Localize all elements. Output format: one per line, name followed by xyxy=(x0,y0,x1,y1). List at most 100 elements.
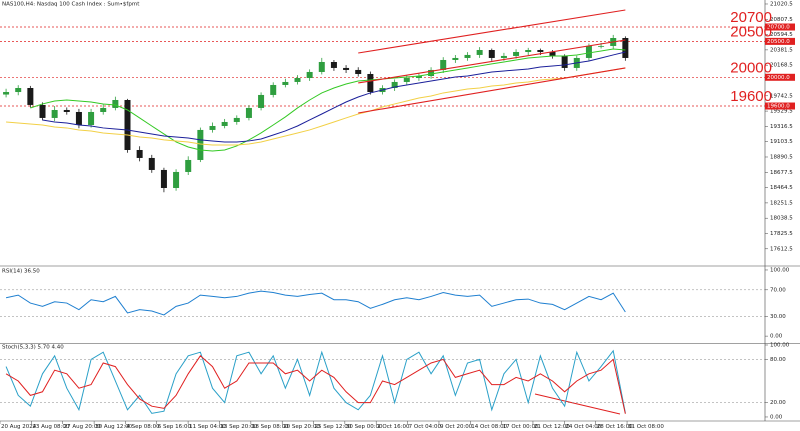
level-label: 20000 xyxy=(730,59,772,76)
y-tick-label: 19103.5 xyxy=(770,139,793,145)
x-tick-label: 30 Sep 00:00 xyxy=(346,424,383,430)
x-tick-label: 28 Oct 16:00 xyxy=(597,424,633,430)
candle-body xyxy=(525,49,532,53)
x-tick-label: 25 Sep 12:00 xyxy=(315,424,352,430)
level-price-label: 20700.0 xyxy=(767,25,790,31)
candle-body xyxy=(318,61,325,72)
level-price-label: 20500.0 xyxy=(767,39,790,45)
candle-body xyxy=(160,169,167,188)
level-price-label: 20000.0 xyxy=(767,75,790,81)
x-tick-label: 23 Aug 08:00 xyxy=(32,424,70,430)
x-tick-label: 31 Oct 08:00 xyxy=(628,424,664,430)
y-tick-label: 18251.5 xyxy=(770,200,793,206)
y-tick-label: 17825.5 xyxy=(770,231,793,237)
candle-body xyxy=(233,117,240,122)
candle-body xyxy=(476,49,483,55)
level-price-box xyxy=(765,73,795,81)
x-tick-label: 20 Aug 2024 xyxy=(1,424,37,430)
candle-body xyxy=(330,61,337,68)
candle-body xyxy=(258,94,265,108)
candle-body xyxy=(355,69,362,74)
candle-body xyxy=(148,157,155,170)
level-label: 20500 xyxy=(730,23,772,40)
candle-body xyxy=(500,55,507,58)
candle-body xyxy=(440,59,447,70)
y-tick-label: 19316.5 xyxy=(770,124,793,130)
y-tick-label: 0.00 xyxy=(770,334,783,340)
candle-body xyxy=(136,149,143,158)
y-tick-label: 100.00 xyxy=(770,343,790,349)
level-price-box xyxy=(765,23,795,31)
x-tick-label: 7 Oct 04:00 xyxy=(409,424,442,430)
candle-body xyxy=(549,52,556,56)
candle-body xyxy=(100,107,107,112)
candle-body xyxy=(270,84,277,95)
y-tick-label: 18677.5 xyxy=(770,170,793,176)
y-tick-label: 20381.5 xyxy=(770,47,793,53)
rsi-title: RSI(14) 36.50 xyxy=(2,269,40,275)
y-tick-label: 18890.5 xyxy=(770,154,793,160)
level-price-label: 19600.0 xyxy=(767,104,790,110)
y-tick-label: 20.00 xyxy=(770,400,786,406)
series-line xyxy=(5,349,626,414)
candle-body xyxy=(75,111,82,125)
channel-line xyxy=(358,67,626,114)
y-tick-label: 21020.5 xyxy=(770,1,793,7)
level-label: 19600 xyxy=(730,88,772,105)
candle-body xyxy=(209,125,216,130)
level-price-box xyxy=(765,102,795,110)
y-tick-label: 20807.5 xyxy=(770,17,793,23)
candle-body xyxy=(88,111,95,125)
level-price-box xyxy=(765,37,795,45)
series-line xyxy=(6,67,626,146)
candle-body xyxy=(306,71,313,79)
candle-body xyxy=(282,81,289,85)
candle-body xyxy=(488,49,495,58)
x-tick-label: 21 Oct 12:00 xyxy=(534,424,570,430)
candle-body xyxy=(537,49,544,53)
candle-body xyxy=(513,52,520,56)
x-tick-label: 30 Aug 12:00 xyxy=(95,424,133,430)
x-tick-label: 20 Sep 20:00 xyxy=(283,424,320,430)
candle-body xyxy=(39,104,46,118)
y-tick-label: 17612.5 xyxy=(770,246,793,252)
y-tick-label: 19529.5 xyxy=(770,109,793,115)
series-line xyxy=(5,355,626,414)
candle-body xyxy=(464,54,471,58)
y-tick-label: 100.00 xyxy=(770,267,790,273)
candle-body xyxy=(415,76,422,79)
x-tick-label: 24 Oct 04:00 xyxy=(565,424,601,430)
level-label: 20700 xyxy=(730,9,772,26)
divergence-line xyxy=(534,393,621,415)
candle-body xyxy=(428,69,435,77)
x-tick-label: 9 Oct 20:00 xyxy=(440,424,473,430)
candle-body xyxy=(391,81,398,88)
candle-body xyxy=(585,45,592,58)
x-tick-label: 18 Sep 08:00 xyxy=(252,424,289,430)
y-tick-label: 80.00 xyxy=(770,357,786,363)
x-tick-label: 13 Sep 20:00 xyxy=(220,424,257,430)
candle-body xyxy=(622,38,629,58)
y-tick-label: 30.00 xyxy=(770,314,786,320)
series-line xyxy=(42,51,626,143)
y-tick-label: 20168.5 xyxy=(770,63,793,69)
x-tick-label: 2 Oct 16:00 xyxy=(377,424,410,430)
x-tick-label: 6 Sep 16:00 xyxy=(158,424,192,430)
stoch-title: Stoch(5,3,3) 5.70 4.40 xyxy=(2,345,64,351)
candle-body xyxy=(221,121,228,126)
candle-body xyxy=(294,78,301,82)
x-tick-label: 4 Sep 08:00 xyxy=(126,424,160,430)
candle-body xyxy=(124,99,131,150)
candle-body xyxy=(63,109,70,112)
candle-body xyxy=(367,73,374,93)
x-tick-label: 14 Oct 08:00 xyxy=(471,424,507,430)
y-tick-label: 0.00 xyxy=(770,414,783,420)
candle-body xyxy=(452,57,459,60)
candle-body xyxy=(197,129,204,160)
candle-body xyxy=(112,99,119,108)
candle-body xyxy=(403,78,410,82)
series-line xyxy=(5,290,626,316)
candle-body xyxy=(343,67,350,70)
